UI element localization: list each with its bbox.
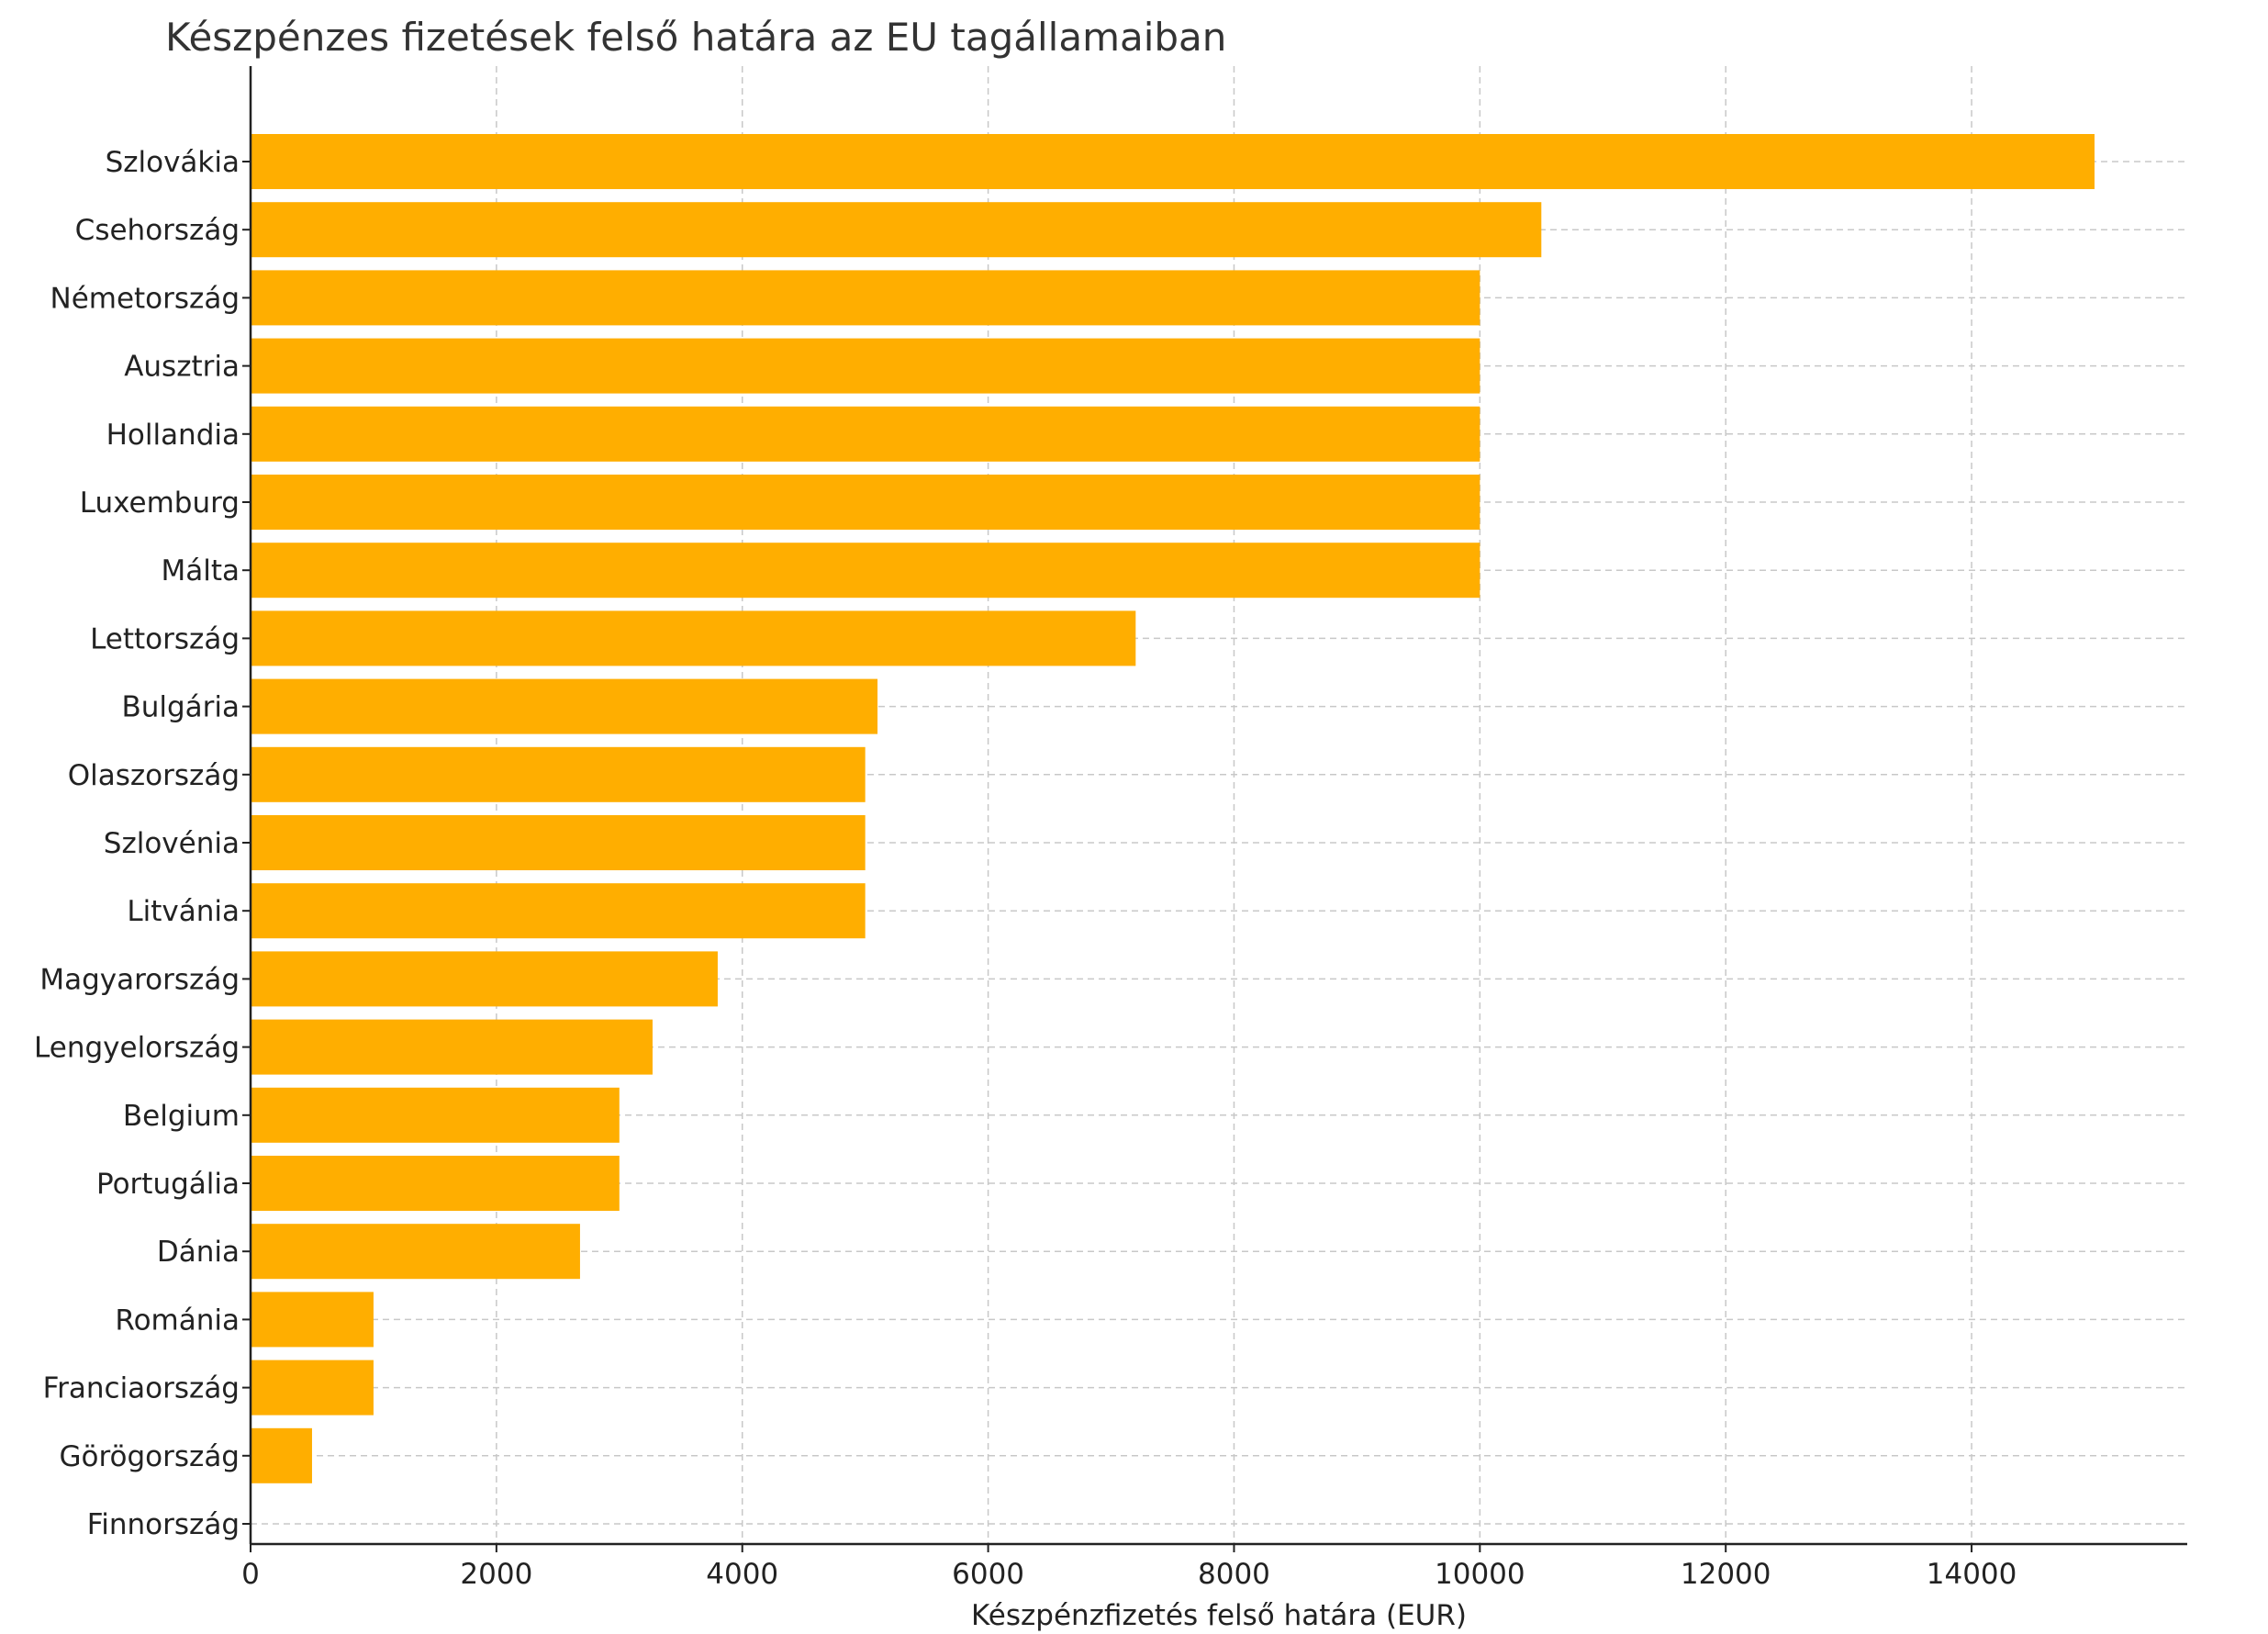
bar: [251, 1087, 620, 1143]
axes: [249, 66, 2187, 1546]
y-tick-label: Magyarország: [39, 963, 240, 996]
x-tick-label: 2000: [460, 1558, 532, 1591]
y-tick-label: Németország: [50, 282, 240, 315]
bar: [251, 475, 1480, 530]
y-tick-label: Bulgária: [121, 691, 240, 724]
bar: [251, 1156, 620, 1211]
bar: [251, 815, 866, 870]
y-tick-label: Belgium: [123, 1100, 240, 1133]
y-tick-label: Lengyelország: [34, 1032, 240, 1065]
bar: [251, 270, 1480, 326]
y-tick-label: Dánia: [157, 1236, 240, 1269]
y-tick-label: Csehország: [75, 214, 240, 247]
y-tick-label: Szlovénia: [104, 827, 240, 860]
x-tick-labels: 0 2000 4000 6000 8000 10000 12000 14000: [241, 1544, 2017, 1591]
bar: [251, 951, 718, 1007]
y-tick-labels: Szlovákia Csehország Németország Ausztria Ho…: [34, 146, 251, 1541]
y-tick-label: Olaszország: [68, 759, 240, 792]
bar: [251, 1360, 374, 1416]
bars: [251, 134, 2095, 1483]
x-tick-label: 6000: [952, 1558, 1024, 1591]
y-tick-label: Málta: [161, 554, 240, 588]
chart-title: Készpénzes fizetések felső határa az EU …: [165, 15, 1226, 60]
bar: [251, 1224, 580, 1280]
x-tick-label: 8000: [1198, 1558, 1270, 1591]
x-tick-label: 14000: [1927, 1558, 2017, 1591]
y-tick-label: Franciaország: [43, 1372, 240, 1405]
y-tick-label: Görögország: [59, 1440, 240, 1473]
y-tick-label: Szlovákia: [106, 146, 240, 179]
bar: [251, 1427, 312, 1483]
y-tick-label: Finnország: [87, 1508, 240, 1541]
x-tick-label: 12000: [1681, 1558, 1771, 1591]
y-tick-label: Litvánia: [127, 895, 240, 928]
y-tick-label: Hollandia: [106, 419, 240, 452]
x-tick-label: 10000: [1435, 1558, 1525, 1591]
x-tick-label: 0: [241, 1558, 260, 1591]
y-tick-label: Ausztria: [124, 351, 240, 384]
bar: [251, 134, 2095, 189]
bar: [251, 406, 1480, 462]
bar: [251, 338, 1480, 394]
bar: [251, 610, 1136, 666]
bar: [251, 1019, 653, 1075]
bar: [251, 202, 1542, 258]
bar: [251, 1292, 374, 1348]
bar: [251, 746, 866, 802]
x-axis-label: Készpénzfizetés felső határa (EUR): [971, 1599, 1467, 1632]
y-tick-label: Portugália: [96, 1168, 240, 1201]
y-tick-label: Luxemburg: [80, 487, 240, 520]
bar: [251, 883, 866, 939]
y-tick-label: Lettország: [90, 622, 240, 655]
x-tick-label: 4000: [706, 1558, 778, 1591]
bar: [251, 543, 1480, 599]
bar: [251, 678, 878, 734]
y-tick-label: Románia: [115, 1304, 240, 1337]
